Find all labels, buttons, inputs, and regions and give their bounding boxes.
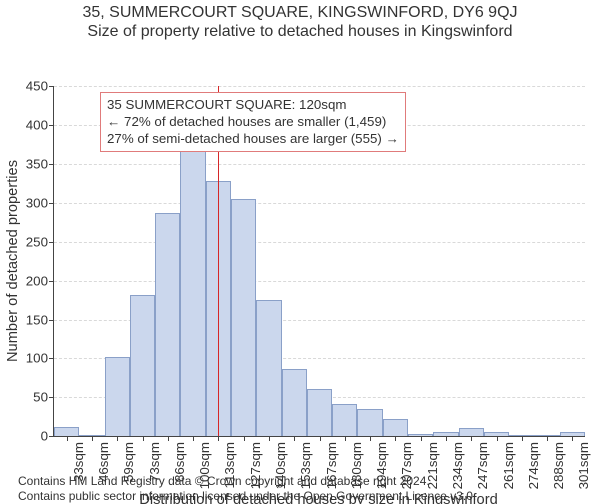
y-axis-label: Number of detached properties — [5, 160, 21, 362]
xtick-mark — [345, 436, 346, 441]
xtick-mark — [143, 436, 144, 441]
histogram-bar — [54, 427, 79, 436]
histogram-bar — [383, 419, 408, 436]
xtick-mark — [92, 436, 93, 441]
ytick-label: 350 — [26, 156, 54, 171]
histogram-bar — [130, 295, 155, 437]
info-box-line: ← 72% of detached houses are smaller (1,… — [107, 114, 399, 131]
ytick-label: 0 — [41, 429, 54, 444]
xtick-mark — [370, 436, 371, 441]
ytick-label: 150 — [26, 312, 54, 327]
ytick-label: 100 — [26, 351, 54, 366]
xtick-mark — [117, 436, 118, 441]
histogram-bar — [282, 369, 307, 437]
info-box-line: 35 SUMMERCOURT SQUARE: 120sqm — [107, 97, 399, 114]
ytick-label: 200 — [26, 273, 54, 288]
ytick-label: 50 — [33, 390, 54, 405]
histogram-bar — [155, 213, 180, 436]
info-box-line: 27% of semi-detached houses are larger (… — [107, 131, 399, 148]
xtick-mark — [421, 436, 422, 441]
ytick-label: 400 — [26, 118, 54, 133]
xtick-mark — [269, 436, 270, 441]
ytick-label: 250 — [26, 234, 54, 249]
xtick-mark — [497, 436, 498, 441]
histogram-bar — [307, 389, 332, 436]
property-info-box: 35 SUMMERCOURT SQUARE: 120sqm← 72% of de… — [100, 92, 406, 152]
gridline-horizontal — [54, 242, 585, 243]
xtick-mark — [168, 436, 169, 441]
histogram-bar — [332, 404, 357, 436]
xtick-mark — [547, 436, 548, 441]
ytick-label: 450 — [26, 79, 54, 94]
xtick-mark — [67, 436, 68, 441]
xtick-mark — [218, 436, 219, 441]
histogram-bar — [180, 150, 205, 436]
xtick-mark — [471, 436, 472, 441]
ytick-label: 300 — [26, 195, 54, 210]
histogram-bar — [459, 428, 484, 436]
page-title: 35, SUMMERCOURT SQUARE, KINGSWINFORD, DY… — [0, 0, 600, 22]
xtick-mark — [522, 436, 523, 441]
xtick-mark — [193, 436, 194, 441]
gridline-horizontal — [54, 164, 585, 165]
xtick-mark — [244, 436, 245, 441]
chart-subtitle: Size of property relative to detached ho… — [0, 22, 600, 41]
gridline-horizontal — [54, 203, 585, 204]
histogram-bar — [357, 409, 382, 436]
histogram-chart: 05010015020025030035040045033sqm46sqm59s… — [0, 40, 600, 504]
xtick-mark — [446, 436, 447, 441]
xtick-mark — [572, 436, 573, 441]
gridline-horizontal — [54, 281, 585, 282]
xtick-mark — [320, 436, 321, 441]
gridline-horizontal — [54, 86, 585, 87]
histogram-bar — [256, 300, 281, 436]
xtick-mark — [395, 436, 396, 441]
xtick-mark — [294, 436, 295, 441]
histogram-bar — [231, 199, 256, 436]
histogram-bar — [105, 357, 130, 436]
